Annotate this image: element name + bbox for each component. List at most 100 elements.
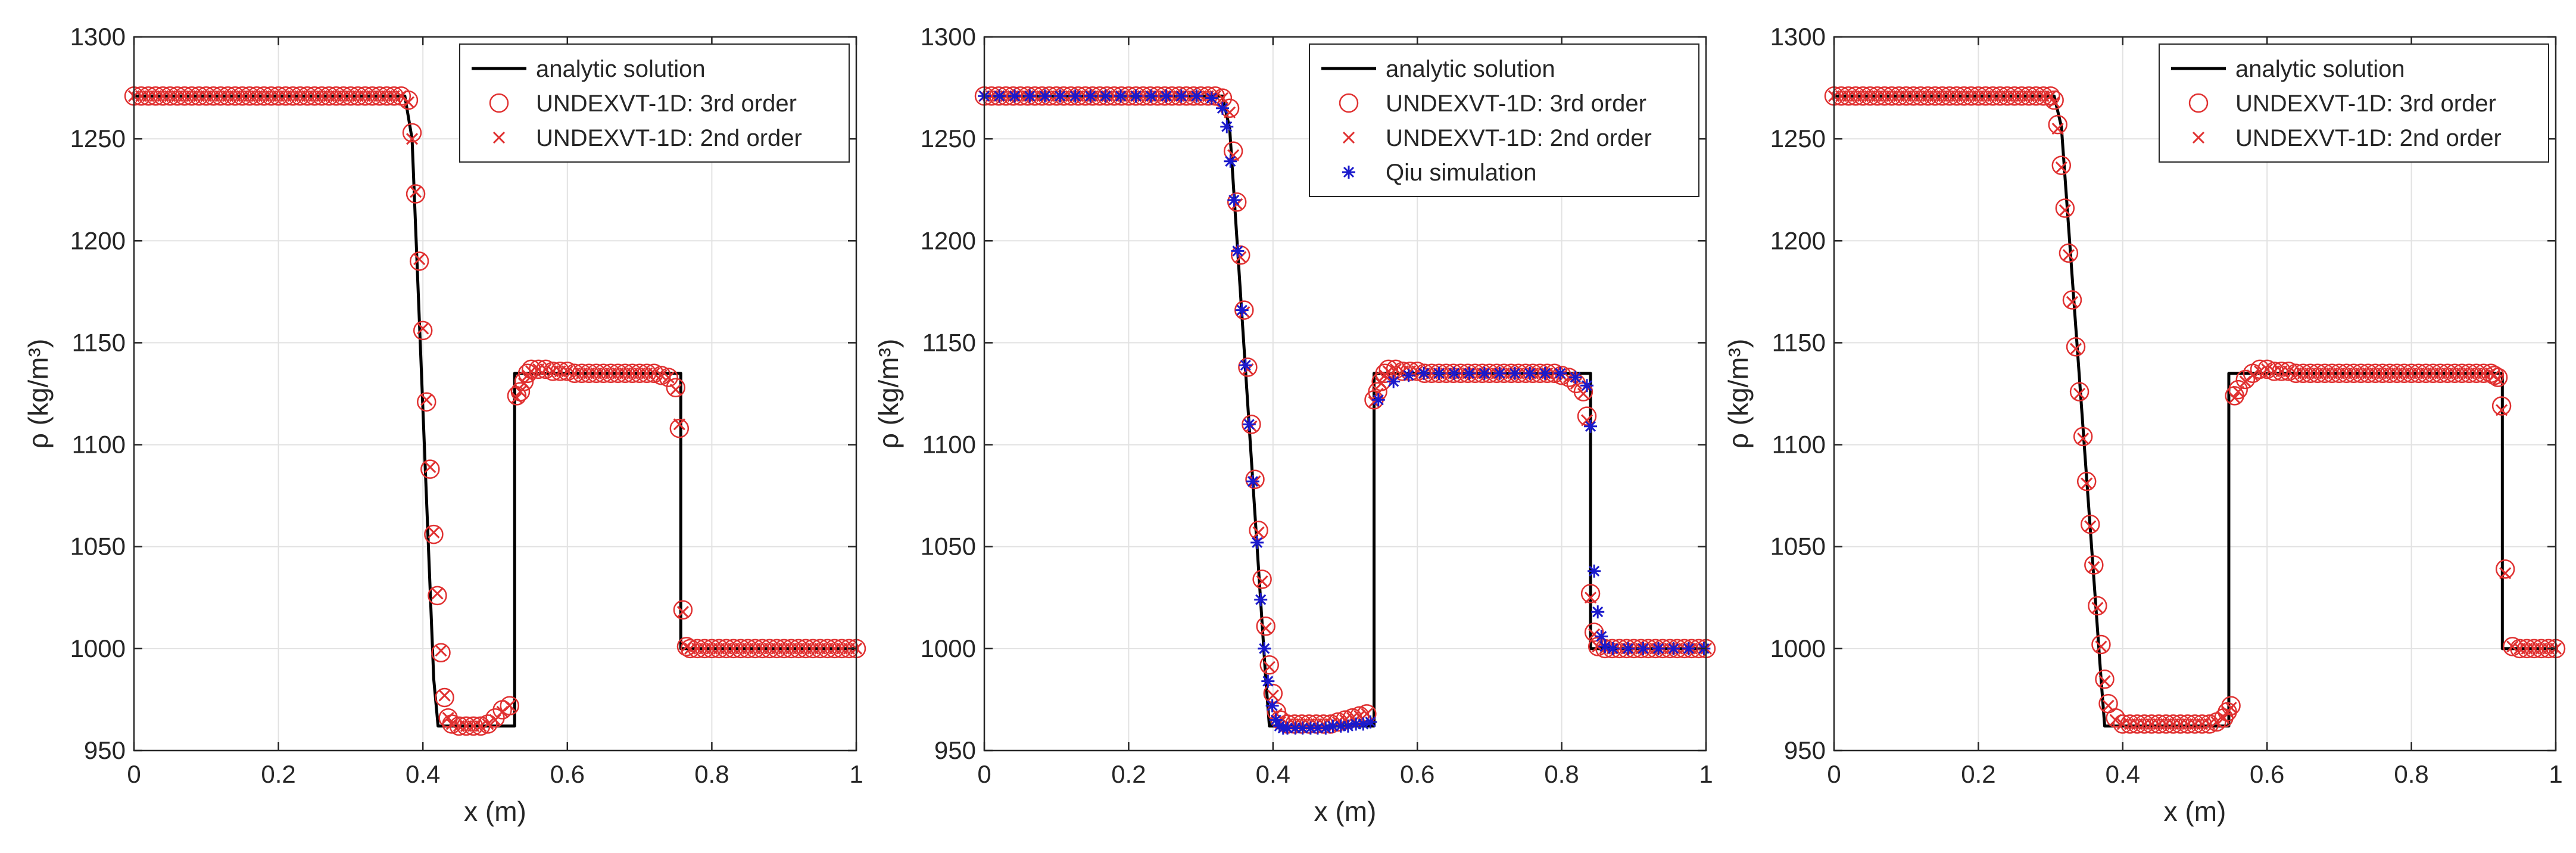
data-point-circle <box>2387 363 2407 384</box>
x-tick-label: 0.4 <box>406 760 440 788</box>
legend-marker-cross <box>492 131 506 144</box>
data-point-cross <box>475 720 487 732</box>
data-point-circle <box>2322 363 2342 384</box>
data-point-circle <box>753 639 772 659</box>
data-point-circle <box>398 90 419 110</box>
legend: analytic solution UNDEXVT-1D: 3rd order UN… <box>1309 43 1699 197</box>
data-point-circle <box>333 86 354 106</box>
data-point-cross <box>1585 592 1597 604</box>
data-point-star <box>1129 89 1143 103</box>
data-point-circle <box>2055 198 2075 218</box>
y-tick-label: 1150 <box>72 328 126 356</box>
data-point-circle <box>2149 714 2169 734</box>
data-point-circle <box>431 643 451 662</box>
data-point-circle <box>1875 86 1895 106</box>
data-point-circle <box>2445 363 2465 384</box>
data-point-star <box>1289 721 1302 735</box>
data-point-star <box>1068 89 1082 103</box>
data-point-cross <box>561 365 573 378</box>
data-point-circle <box>666 378 685 397</box>
data-point-star <box>1364 715 1377 729</box>
data-point-circle <box>261 86 281 106</box>
analytic-solution-line <box>134 94 856 728</box>
legend-label: analytic solution <box>536 56 706 82</box>
data-point-cross <box>2109 714 2122 726</box>
x-tick-label: 0.6 <box>2250 760 2284 788</box>
data-point-circle <box>463 716 484 736</box>
data-point-circle <box>767 639 787 659</box>
data-point-cross <box>406 133 419 145</box>
y-tick-label: 950 <box>1784 736 1826 764</box>
data-point-cross <box>2210 716 2223 729</box>
data-point-circle <box>232 86 252 106</box>
data-point-circle <box>290 86 310 106</box>
data-point-circle <box>818 639 837 659</box>
data-point-circle <box>384 86 404 106</box>
y-tick-label: 1250 <box>921 124 976 152</box>
data-point-circle <box>211 86 230 106</box>
data-point-circle <box>348 86 368 106</box>
data-point-circle <box>377 86 397 106</box>
data-point-circle <box>1904 86 1923 106</box>
data-point-cross <box>648 367 660 379</box>
data-point-circle <box>629 363 650 384</box>
data-point-star <box>1462 366 1476 380</box>
data-point-star <box>1621 642 1635 655</box>
data-point-circle <box>2517 639 2537 659</box>
data-point-circle <box>2372 363 2393 384</box>
data-point-circle <box>2491 396 2512 416</box>
data-point-circle <box>2178 714 2198 734</box>
legend-label: Qiu simulation <box>1386 160 1536 186</box>
data-point-cross <box>1252 526 1265 538</box>
data-point-circle <box>796 639 816 659</box>
data-point-cross <box>420 394 433 406</box>
y-tick-label: 1150 <box>922 328 976 356</box>
data-point-star <box>1205 91 1218 105</box>
data-point-star <box>1432 366 1446 380</box>
x-tick-label: 1 <box>1699 760 1713 788</box>
data-point-circle <box>2416 363 2436 384</box>
data-point-circle <box>413 320 433 341</box>
data-point-cross <box>2095 640 2107 653</box>
data-point-circle <box>2192 714 2212 734</box>
data-point-circle <box>297 86 317 106</box>
data-point-circle <box>1245 469 1265 490</box>
data-point-circle <box>2488 368 2508 387</box>
x-tick-label: 0.2 <box>261 760 295 788</box>
data-point-circle <box>174 86 195 106</box>
data-point-cross <box>2088 561 2100 574</box>
data-point-circle <box>2344 363 2363 384</box>
data-point-circle <box>702 639 722 659</box>
data-point-cross <box>428 526 440 538</box>
data-point-cross <box>503 699 516 712</box>
data-point-star <box>1448 366 1461 380</box>
data-point-star <box>1356 717 1370 731</box>
series-cross <box>1827 90 2562 730</box>
y-tick-label: 1100 <box>72 431 126 459</box>
data-point-circle <box>417 392 436 412</box>
data-point-cross <box>435 645 447 657</box>
data-point-star <box>1273 719 1286 733</box>
y-tick-label: 1200 <box>1770 226 1826 254</box>
data-point-circle <box>409 251 429 271</box>
data-point-circle <box>420 459 440 479</box>
x-tick-label: 0 <box>127 760 141 788</box>
y-axis-label: ρ (kg/m³) <box>873 339 904 449</box>
data-point-cross <box>2506 640 2519 653</box>
data-point-circle <box>2084 555 2104 575</box>
data-point-circle <box>1911 86 1931 106</box>
data-point-cross <box>525 365 538 378</box>
data-point-cross <box>424 461 436 474</box>
data-point-circle <box>601 363 620 384</box>
data-point-circle <box>2127 714 2147 734</box>
legend-label: UNDEXVT-1D: 3rd order <box>1386 91 1646 117</box>
data-point-circle <box>269 86 288 106</box>
data-point-circle <box>716 639 736 659</box>
data-point-circle <box>2004 86 2025 106</box>
y-tick-label: 1000 <box>1770 634 1826 662</box>
data-point-circle <box>2026 86 2046 106</box>
data-point-cross <box>1263 661 1275 673</box>
data-point-cross <box>1375 377 1387 390</box>
data-point-star <box>1023 89 1037 103</box>
data-point-circle <box>2365 363 2385 384</box>
